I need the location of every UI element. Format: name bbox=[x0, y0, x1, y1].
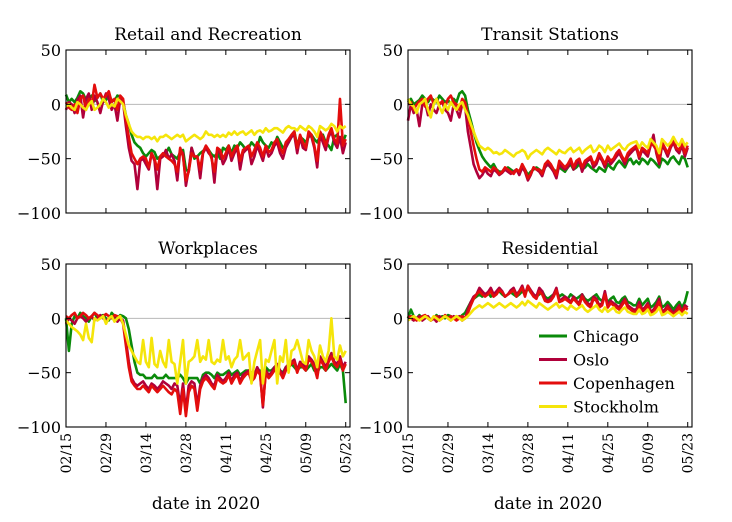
y-tick-label: 0 bbox=[51, 95, 61, 114]
x-tick-label: 03/28 bbox=[179, 433, 195, 473]
y-tick-label: −100 bbox=[359, 418, 403, 437]
legend-label-copenhagen: Copenhagen bbox=[573, 374, 675, 393]
x-tick-label: 05/23 bbox=[681, 433, 697, 473]
legend-label-oslo: Oslo bbox=[573, 351, 609, 370]
x-tick-label: 03/14 bbox=[139, 433, 155, 473]
series-line-oslo bbox=[406, 100, 689, 182]
series-line-stockholm bbox=[407, 299, 689, 322]
x-tick-label: 02/29 bbox=[99, 433, 115, 473]
x-tick-label: 05/09 bbox=[299, 433, 315, 473]
x-tick-label: 05/23 bbox=[339, 433, 355, 473]
plot-frame bbox=[65, 263, 351, 428]
legend-label-stockholm: Stockholm bbox=[573, 398, 659, 417]
x-tick-label: 04/25 bbox=[259, 433, 275, 473]
panel-title: Residential bbox=[502, 239, 599, 259]
series-line-stockholm bbox=[406, 97, 689, 160]
y-tick-label: −100 bbox=[17, 418, 61, 437]
plot-frame bbox=[65, 49, 351, 214]
y-tick-label: 0 bbox=[393, 309, 403, 328]
panel-title: Transit Stations bbox=[481, 25, 619, 45]
x-tick-label: 03/28 bbox=[521, 433, 537, 473]
x-tick-label: 04/11 bbox=[561, 433, 577, 473]
series-line-copenhagen bbox=[407, 284, 689, 322]
panel-title: Retail and Recreation bbox=[114, 25, 302, 45]
panel-retail-and-recreation: Retail and Recreation 50 0 −50 −100 bbox=[17, 25, 351, 223]
y-tick-label: 0 bbox=[393, 95, 403, 114]
y-tick-label: −100 bbox=[359, 204, 403, 223]
x-tick-label: 02/15 bbox=[59, 433, 75, 473]
plot-frame bbox=[407, 49, 693, 214]
panel-title: Workplaces bbox=[158, 239, 258, 259]
series-line-stockholm bbox=[65, 97, 347, 143]
x-tick-label: 02/29 bbox=[441, 433, 457, 473]
x-axis-label: date in 2020 bbox=[152, 494, 260, 514]
x-axis-label: date in 2020 bbox=[494, 494, 602, 514]
panel-transit-stations: Transit Stations 50 0 −50 −100 bbox=[359, 25, 693, 223]
x-tick-label: 05/09 bbox=[641, 433, 657, 473]
y-tick-label: −50 bbox=[369, 364, 403, 383]
plot-frame bbox=[407, 263, 693, 428]
x-tick-label: 04/11 bbox=[219, 433, 235, 473]
y-tick-label: −100 bbox=[17, 204, 61, 223]
y-tick-label: −50 bbox=[369, 150, 403, 169]
series-line-copenhagen bbox=[407, 94, 689, 180]
series-line-stockholm bbox=[65, 314, 347, 385]
y-tick-label: 50 bbox=[41, 255, 61, 274]
legend: Chicago Oslo Copenhagen Stockholm bbox=[539, 327, 675, 417]
x-tick-label: 03/14 bbox=[481, 433, 497, 473]
x-tick-label: 02/15 bbox=[401, 433, 417, 473]
y-tick-label: 50 bbox=[41, 41, 61, 60]
y-tick-label: 50 bbox=[383, 255, 403, 274]
y-tick-label: −50 bbox=[27, 150, 61, 169]
series-line-copenhagen bbox=[64, 83, 347, 182]
y-tick-label: 0 bbox=[51, 309, 61, 328]
legend-label-chicago: Chicago bbox=[573, 327, 639, 346]
y-tick-label: 50 bbox=[383, 41, 403, 60]
x-tick-label: 04/25 bbox=[601, 433, 617, 473]
y-tick-label: −50 bbox=[27, 364, 61, 383]
